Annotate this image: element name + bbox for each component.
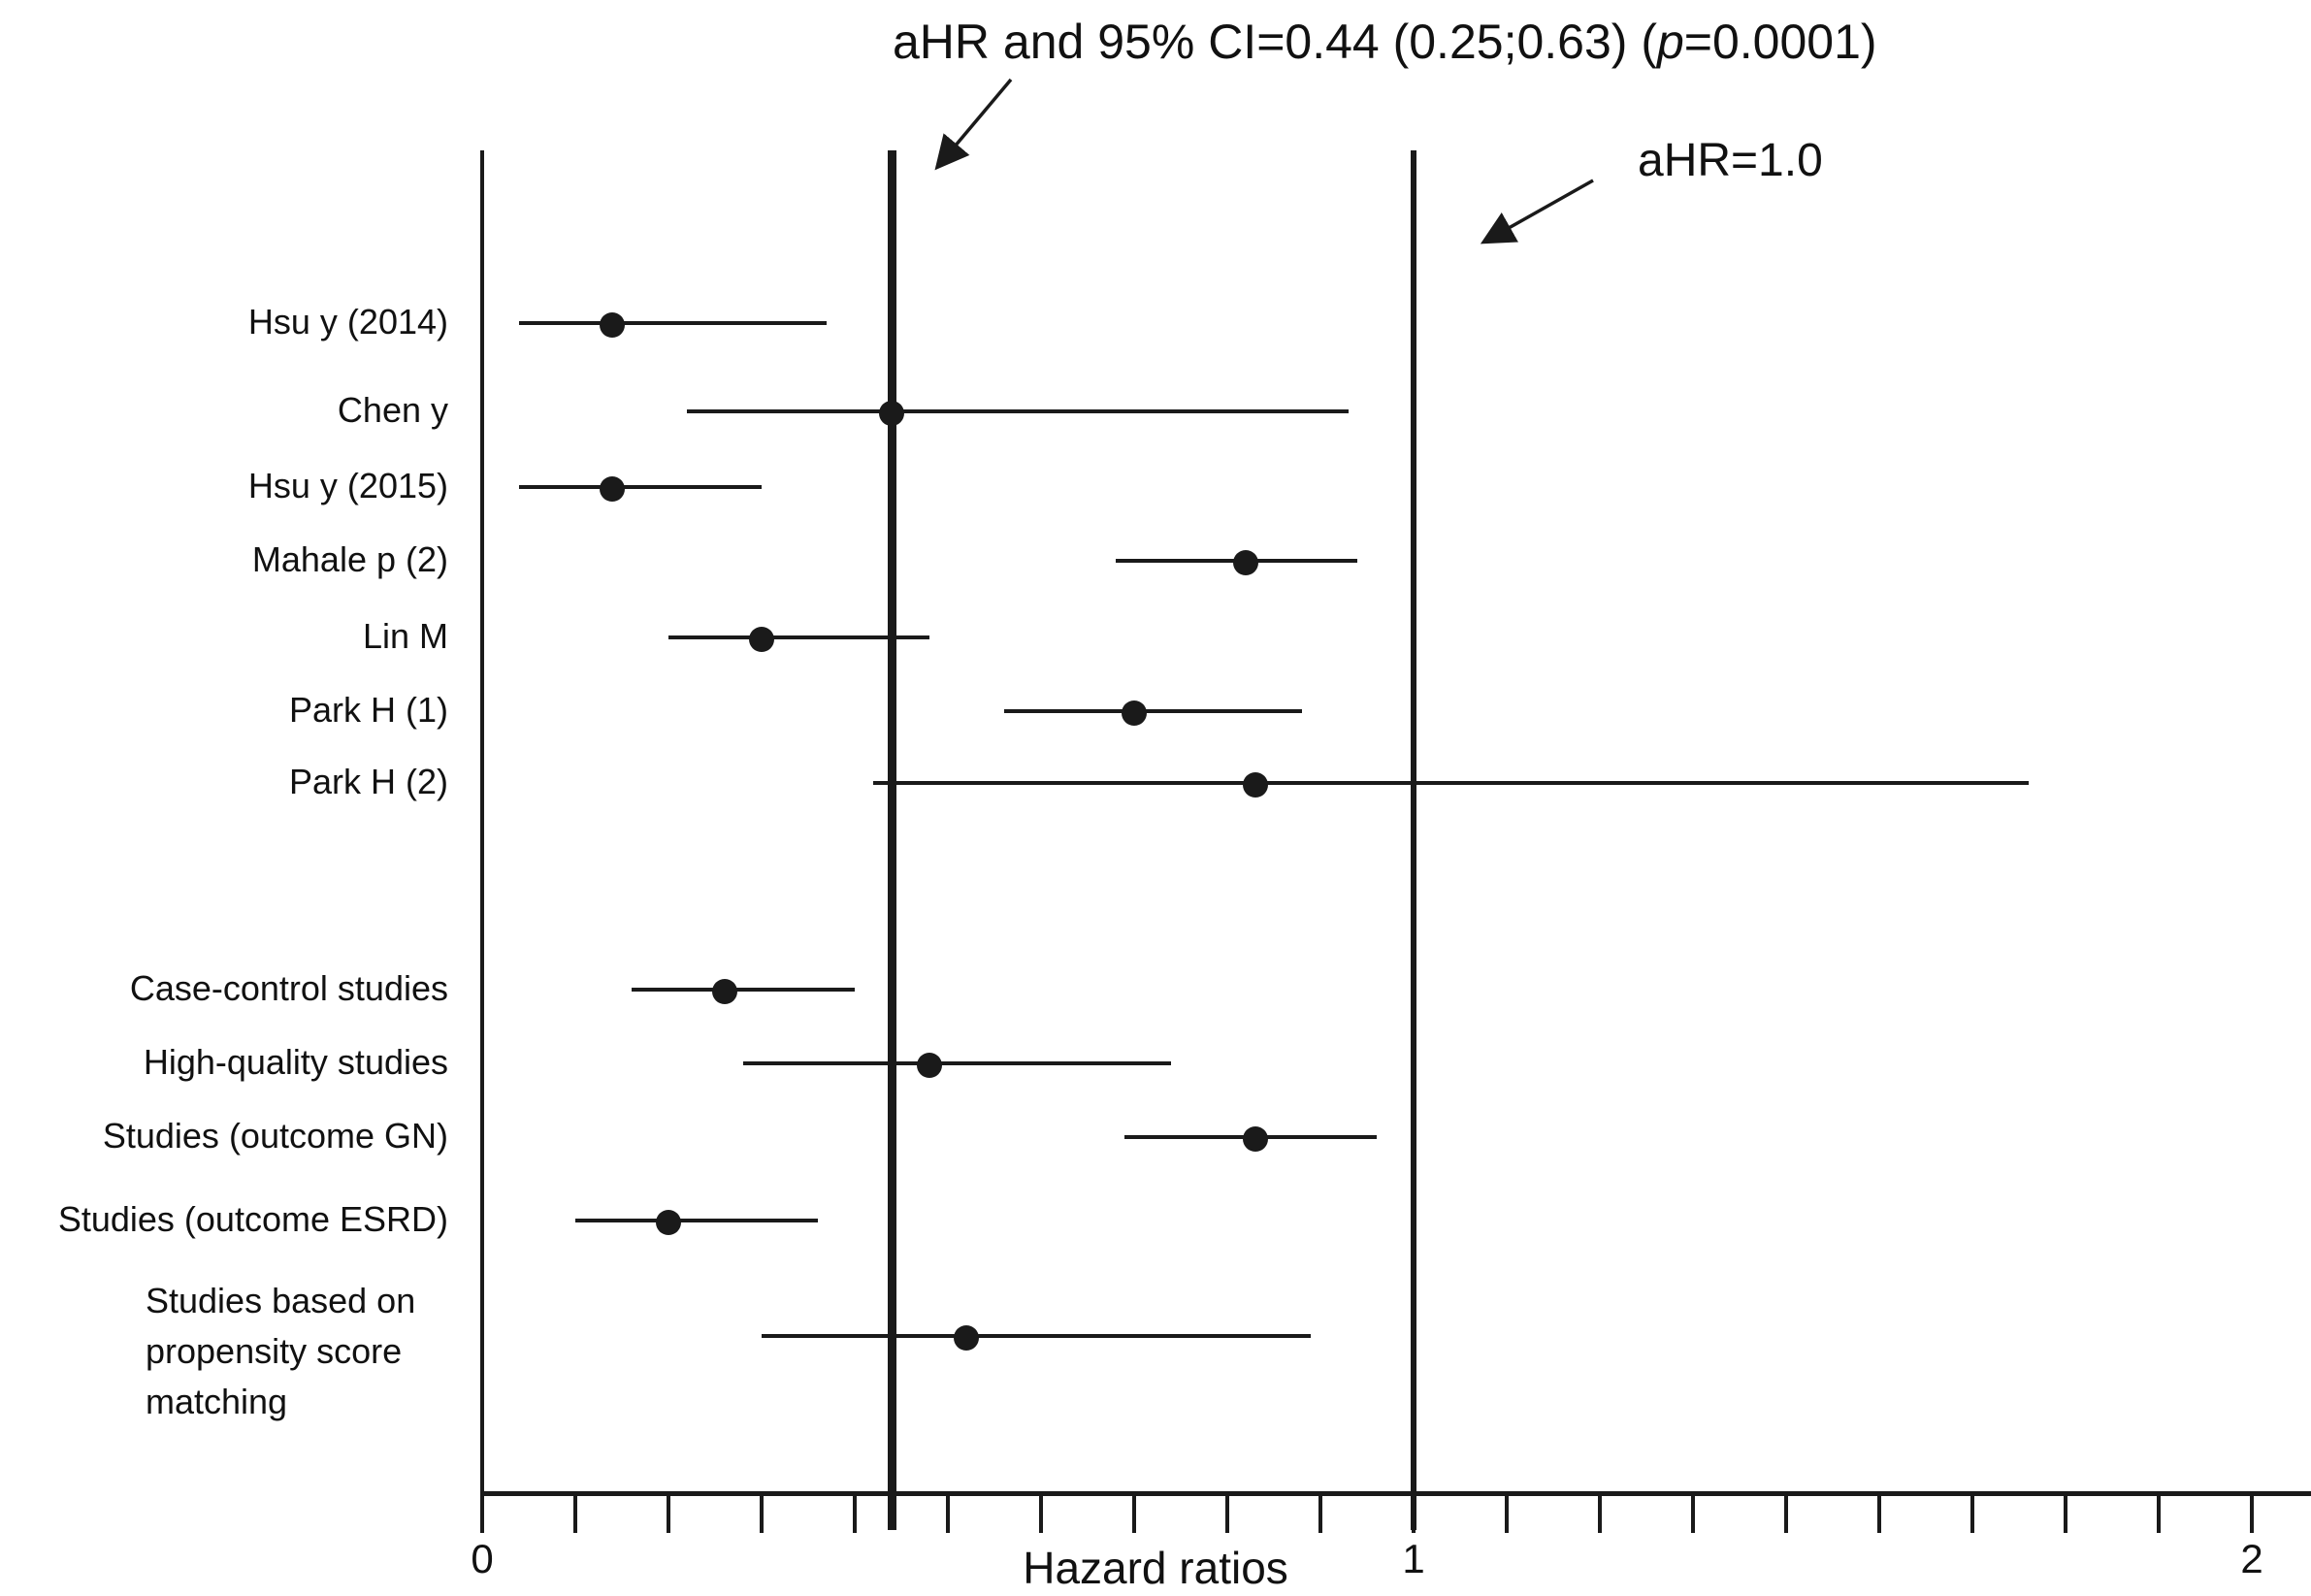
x-axis-minor-tick [667, 1494, 670, 1533]
x-axis-minor-tick [1505, 1494, 1509, 1533]
study-label: Park H (1) [288, 690, 448, 730]
confidence-interval-line [742, 1061, 1172, 1065]
confidence-interval-line [519, 485, 762, 489]
study-label: Case-control studies [129, 968, 448, 1008]
x-axis-minor-tick [1412, 1494, 1416, 1533]
point-estimate-marker [1122, 700, 1147, 726]
x-axis-title: Hazard ratios [1023, 1543, 1288, 1593]
confidence-interval-line [1003, 709, 1302, 713]
x-axis-tick-label: 2 [2240, 1536, 2263, 1581]
study-label: Mahale p (2) [251, 539, 448, 579]
x-axis-minor-tick [573, 1494, 577, 1533]
study-label: Studies (outcome ESRD) [57, 1199, 448, 1239]
point-estimate-marker [916, 1053, 942, 1078]
point-estimate-marker [1233, 550, 1259, 575]
x-axis-minor-tick [1784, 1494, 1788, 1533]
confidence-interval-line [762, 1334, 1312, 1338]
confidence-interval-line [687, 409, 1349, 413]
study-label: Hsu y (2014) [247, 302, 448, 342]
study-label: Studies based on propensity score matchi… [146, 1281, 416, 1422]
x-axis-line [482, 1491, 2311, 1496]
point-estimate-marker [1242, 772, 1268, 798]
point-estimate-marker [749, 627, 774, 652]
x-axis-minor-tick [480, 1494, 484, 1533]
study-label: Chen y [337, 390, 448, 430]
study-label: Hsu y (2015) [247, 466, 448, 505]
study-label: Studies (outcome GN) [102, 1116, 448, 1156]
confidence-interval-line [668, 635, 929, 639]
x-axis-minor-tick [1132, 1494, 1136, 1533]
x-axis-minor-tick [1877, 1494, 1881, 1533]
x-axis-minor-tick [2250, 1494, 2254, 1533]
x-axis-tick-label: 0 [471, 1536, 494, 1581]
reference-line-annotation: aHR=1.0 [1638, 135, 1823, 186]
x-axis-minor-tick [1039, 1494, 1043, 1533]
point-estimate-marker [600, 476, 626, 502]
point-estimate-marker [656, 1210, 681, 1235]
x-axis-minor-tick [1691, 1494, 1695, 1533]
point-estimate-marker [711, 979, 737, 1004]
study-label: Lin M [362, 616, 448, 656]
x-axis-minor-tick [853, 1494, 857, 1533]
arrow-to-pooled-line [934, 78, 1013, 171]
confidence-interval-line [519, 321, 828, 325]
x-axis-minor-tick [760, 1494, 764, 1533]
confidence-interval-line [873, 781, 2029, 785]
p-value-symbol: p [1656, 15, 1684, 69]
confidence-interval-line [631, 988, 855, 992]
pooled-annotation-text: aHR and 95% CI=0.44 (0.25;0.63) ( [893, 15, 1657, 69]
x-axis-minor-tick [2064, 1494, 2067, 1533]
x-axis-minor-tick [2157, 1494, 2161, 1533]
study-label: Park H (2) [288, 762, 448, 801]
point-estimate-marker [600, 312, 626, 338]
confidence-interval-line [575, 1219, 818, 1222]
point-estimate-marker [1242, 1126, 1268, 1152]
x-axis-tick-label: 1 [1402, 1536, 1425, 1581]
null-effect-reference-line [1411, 150, 1416, 1530]
pooled-ahr-reference-line [887, 150, 896, 1530]
x-axis-minor-tick [1225, 1494, 1229, 1533]
point-estimate-marker [879, 401, 905, 426]
y-axis-line [480, 150, 484, 1530]
x-axis-minor-tick [1318, 1494, 1322, 1533]
study-label: High-quality studies [143, 1042, 448, 1082]
point-estimate-marker [954, 1325, 980, 1351]
x-axis-minor-tick [946, 1494, 950, 1533]
x-axis-minor-tick [1598, 1494, 1602, 1533]
x-axis-minor-tick [1970, 1494, 1974, 1533]
pooled-annotation-text-end: =0.0001) [1683, 15, 1877, 69]
arrow-to-null-line [1480, 179, 1594, 244]
pooled-estimate-annotation: aHR and 95% CI=0.44 (0.25;0.63) (p=0.000… [893, 14, 1877, 70]
